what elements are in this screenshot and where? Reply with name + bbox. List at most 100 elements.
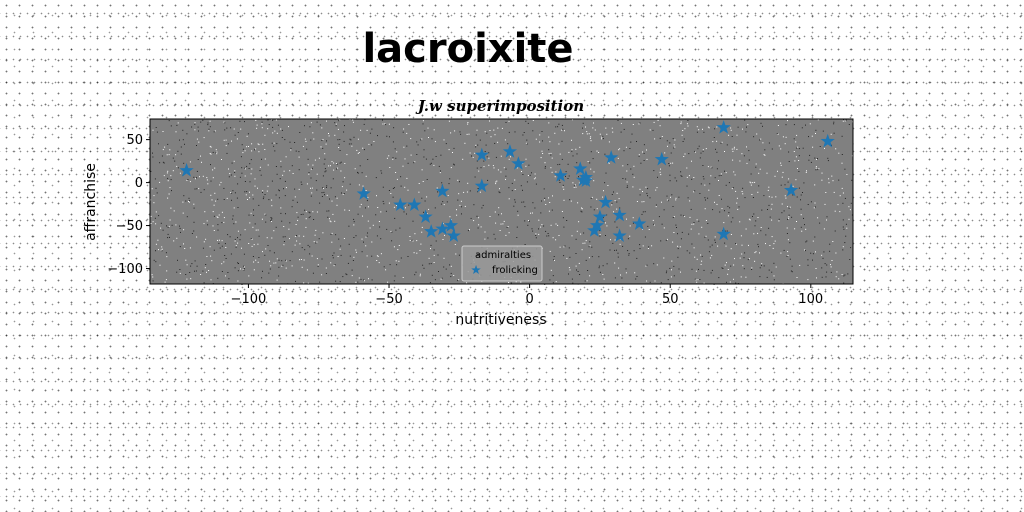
- admiralties-point: [805, 124, 806, 126]
- admiralties-point: [750, 182, 752, 184]
- admiralties-point: [589, 245, 591, 247]
- frolicking-point: [511, 156, 526, 170]
- admiralties-point: [673, 147, 675, 149]
- admiralties-point: [343, 131, 345, 133]
- admiralties-point: [244, 167, 245, 169]
- admiralties-point: [760, 138, 762, 140]
- admiralties-point: [814, 157, 816, 159]
- admiralties-point: [530, 212, 531, 214]
- admiralties-point: [680, 121, 682, 123]
- admiralties-point: [511, 190, 513, 192]
- admiralties-point: [426, 213, 428, 214]
- admiralties-point: [315, 242, 317, 244]
- admiralties-point: [367, 159, 369, 160]
- admiralties-point: [558, 143, 560, 145]
- admiralties-point: [363, 241, 364, 243]
- admiralties-point: [165, 279, 167, 281]
- admiralties-point: [769, 245, 771, 246]
- admiralties-point: [213, 249, 215, 251]
- admiralties-point: [672, 138, 674, 140]
- legend-label-frolicking: frolicking: [492, 265, 538, 276]
- admiralties-point: [593, 180, 595, 182]
- admiralties-point: [696, 126, 698, 128]
- admiralties-point: [606, 263, 608, 265]
- admiralties-point: [730, 265, 732, 267]
- admiralties-point: [710, 175, 712, 177]
- admiralties-point: [203, 241, 205, 243]
- admiralties-point: [292, 199, 294, 201]
- admiralties-point: [541, 150, 543, 152]
- admiralties-point: [282, 174, 284, 176]
- admiralties-point: [225, 258, 227, 259]
- admiralties-point: [388, 155, 390, 157]
- legend-marker-admiralties: [476, 253, 480, 257]
- admiralties-point: [569, 199, 571, 201]
- admiralties-point: [450, 265, 452, 267]
- admiralties-point: [684, 128, 686, 130]
- admiralties-point: [331, 232, 333, 234]
- admiralties-point: [805, 241, 807, 243]
- admiralties-point: [229, 173, 231, 175]
- admiralties-point: [431, 138, 433, 140]
- admiralties-point: [420, 139, 422, 141]
- admiralties-point: [179, 227, 181, 229]
- admiralties-point: [671, 194, 673, 196]
- admiralties-point: [633, 176, 635, 178]
- admiralties-point: [308, 217, 310, 219]
- admiralties-point: [548, 153, 550, 155]
- admiralties-point: [807, 264, 809, 266]
- admiralties-point: [278, 266, 280, 268]
- admiralties-point: [309, 216, 311, 218]
- admiralties-point: [703, 131, 705, 133]
- admiralties-point: [299, 243, 301, 245]
- admiralties-point: [833, 191, 835, 193]
- admiralties-point: [226, 197, 228, 199]
- admiralties-point: [326, 186, 327, 188]
- admiralties-point: [206, 271, 207, 273]
- admiralties-point: [391, 231, 393, 233]
- admiralties-point: [578, 262, 580, 264]
- admiralties-point: [448, 183, 450, 185]
- admiralties-point: [418, 191, 420, 193]
- admiralties-point: [548, 149, 550, 151]
- admiralties-point: [193, 203, 195, 205]
- admiralties-point: [170, 207, 172, 209]
- admiralties-point: [392, 196, 394, 198]
- admiralties-point: [417, 144, 419, 146]
- admiralties-point: [234, 170, 236, 172]
- admiralties-point: [218, 239, 220, 241]
- admiralties-point: [755, 251, 757, 253]
- admiralties-point: [576, 230, 578, 232]
- admiralties-point: [739, 221, 741, 223]
- admiralties-point: [577, 202, 579, 204]
- admiralties-point: [735, 190, 737, 192]
- admiralties-point: [469, 152, 471, 154]
- frolicking-point: [654, 151, 669, 166]
- admiralties-point: [197, 159, 199, 160]
- admiralties-point: [334, 134, 336, 136]
- admiralties-point: [564, 130, 565, 132]
- admiralties-point: [284, 139, 286, 141]
- admiralties-point: [313, 219, 315, 220]
- admiralties-point: [461, 206, 462, 208]
- admiralties-point: [694, 190, 696, 192]
- admiralties-point: [667, 200, 669, 202]
- admiralties-point: [212, 169, 214, 171]
- admiralties-point: [843, 282, 845, 284]
- admiralties-point: [180, 231, 181, 233]
- admiralties-point: [230, 192, 232, 193]
- admiralties-point: [655, 204, 657, 206]
- admiralties-point: [302, 145, 304, 147]
- admiralties-point: [466, 191, 468, 193]
- admiralties-point: [402, 277, 404, 278]
- admiralties-point: [254, 185, 256, 187]
- admiralties-point: [276, 173, 278, 175]
- admiralties-point: [639, 194, 641, 196]
- admiralties-point: [646, 264, 648, 266]
- admiralties-point: [802, 192, 803, 193]
- admiralties-point: [593, 171, 595, 173]
- admiralties-point: [630, 168, 632, 170]
- admiralties-point: [161, 155, 163, 157]
- admiralties-point: [693, 222, 695, 223]
- admiralties-point: [410, 154, 412, 156]
